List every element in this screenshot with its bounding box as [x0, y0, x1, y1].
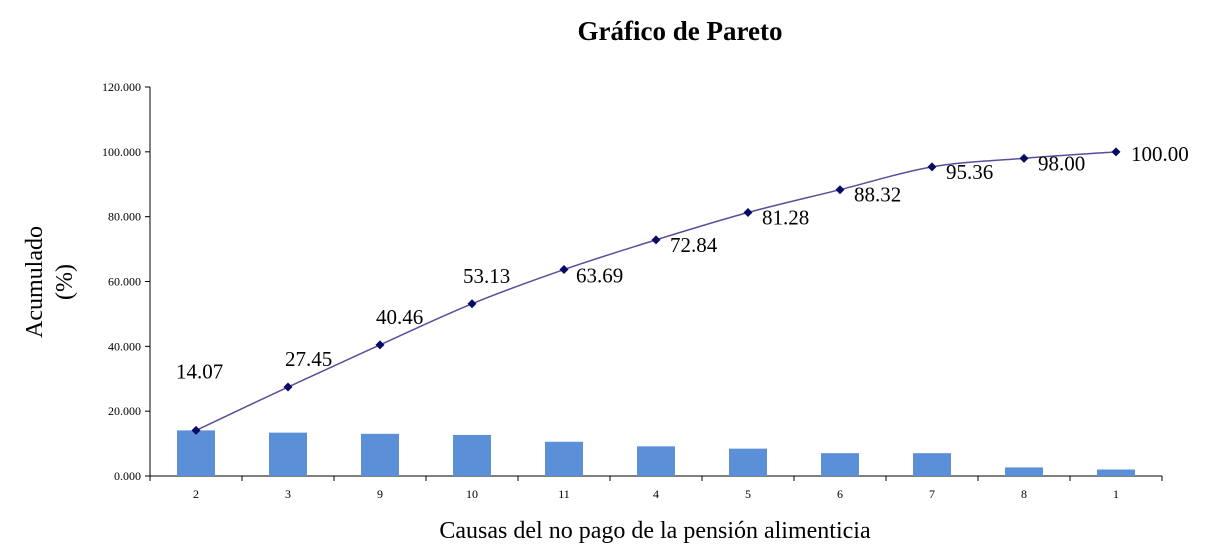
data-label: 72.84 — [670, 233, 718, 257]
data-label: 81.28 — [762, 206, 809, 230]
bar — [1097, 469, 1135, 476]
y-tick-label: 100.000 — [102, 145, 141, 159]
x-tick-label: 11 — [558, 487, 570, 501]
chart-title: Gráfico de Pareto — [578, 16, 783, 46]
plot-area: 0.000 20.000 40.000 60.000 80.000 100.000 120.… — [102, 80, 1189, 501]
x-tick-label: 7 — [929, 487, 935, 501]
x-tick-label: 8 — [1021, 487, 1027, 501]
x-tick-label: 3 — [285, 487, 291, 501]
y-tick-label: 40.000 — [108, 339, 141, 353]
data-label: 95.36 — [946, 160, 993, 184]
data-label: 14.07 — [176, 359, 223, 383]
cumulative-marker — [467, 299, 477, 309]
bar — [545, 441, 583, 476]
data-label: 98.00 — [1038, 151, 1085, 175]
x-tick-label: 6 — [837, 487, 843, 501]
bar — [453, 434, 491, 476]
y-tick-label: 60.000 — [108, 275, 141, 289]
x-tick-label: 9 — [377, 487, 383, 501]
cumulative-marker — [191, 425, 201, 435]
y-tick-label: 80.000 — [108, 210, 141, 224]
x-axis-label: Causas del no pago de la pensión aliment… — [439, 518, 871, 544]
y-tick-label: 20.000 — [108, 404, 141, 418]
bar — [913, 453, 951, 476]
cumulative-marker — [743, 208, 753, 218]
y-axis-label-unit: (%) — [52, 264, 78, 300]
y-tick-label: 0.000 — [114, 469, 141, 483]
data-label: 100.00 — [1131, 142, 1189, 166]
bar — [821, 453, 859, 476]
bar — [1005, 467, 1043, 476]
cumulative-marker — [1111, 147, 1121, 157]
data-label: 27.45 — [285, 347, 332, 371]
bar — [729, 448, 767, 476]
cumulative-line — [195, 151, 1117, 432]
x-tick-label: 2 — [193, 487, 199, 501]
data-label: 53.13 — [463, 264, 510, 288]
bar — [361, 433, 399, 476]
cumulative-marker — [1019, 153, 1029, 163]
cumulative-marker — [927, 162, 937, 172]
y-tick-label: 120.000 — [102, 80, 141, 94]
y-axis-label: Acumulado — [22, 226, 48, 338]
data-label: 63.69 — [576, 264, 623, 288]
bar — [177, 430, 215, 476]
x-tick-label: 5 — [745, 487, 751, 501]
data-label: 88.32 — [854, 183, 901, 207]
x-tick-label: 4 — [653, 487, 659, 501]
cumulative-marker — [835, 185, 845, 195]
cumulative-marker — [283, 382, 293, 392]
data-label: 40.46 — [376, 305, 423, 329]
bar — [637, 446, 675, 476]
x-tick-label: 1 — [1113, 487, 1119, 501]
cumulative-marker — [651, 235, 661, 245]
cumulative-marker — [559, 265, 569, 275]
x-tick-label: 10 — [466, 487, 478, 501]
cumulative-marker — [375, 340, 385, 350]
bar — [269, 432, 307, 476]
